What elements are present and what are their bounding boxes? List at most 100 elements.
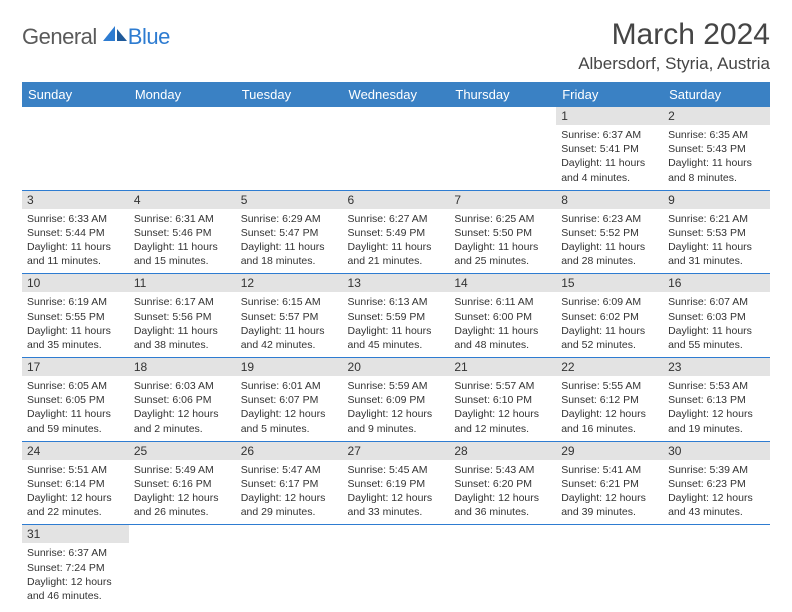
sunrise-text: Sunrise: 6:31 AM (134, 212, 231, 226)
daylight-text: Daylight: 12 hours and 33 minutes. (348, 491, 445, 519)
calendar-day-cell: 18Sunrise: 6:03 AMSunset: 6:06 PMDayligh… (129, 358, 236, 442)
daylight-text: Daylight: 11 hours and 59 minutes. (27, 407, 124, 435)
calendar-day-cell: 19Sunrise: 6:01 AMSunset: 6:07 PMDayligh… (236, 358, 343, 442)
calendar-day-cell: 30Sunrise: 5:39 AMSunset: 6:23 PMDayligh… (663, 441, 770, 525)
daylight-text: Daylight: 12 hours and 36 minutes. (454, 491, 551, 519)
calendar-day-cell (236, 107, 343, 190)
calendar-day-cell (129, 107, 236, 190)
sunrise-text: Sunrise: 6:17 AM (134, 295, 231, 309)
month-title: March 2024 (578, 18, 770, 52)
day-number: 16 (663, 274, 770, 292)
day-details: Sunrise: 5:49 AMSunset: 6:16 PMDaylight:… (129, 460, 236, 525)
sunset-text: Sunset: 6:14 PM (27, 477, 124, 491)
calendar-day-cell: 31Sunrise: 6:37 AMSunset: 7:24 PMDayligh… (22, 525, 129, 608)
daylight-text: Daylight: 11 hours and 28 minutes. (561, 240, 658, 268)
day-number: 18 (129, 358, 236, 376)
daylight-text: Daylight: 11 hours and 21 minutes. (348, 240, 445, 268)
weekday-header: Wednesday (343, 82, 450, 107)
calendar-week-row: 3Sunrise: 6:33 AMSunset: 5:44 PMDaylight… (22, 190, 770, 274)
sunset-text: Sunset: 7:24 PM (27, 561, 124, 575)
day-number: 10 (22, 274, 129, 292)
sunset-text: Sunset: 6:07 PM (241, 393, 338, 407)
day-details: Sunrise: 5:57 AMSunset: 6:10 PMDaylight:… (449, 376, 556, 441)
day-details: Sunrise: 6:03 AMSunset: 6:06 PMDaylight:… (129, 376, 236, 441)
calendar-day-cell: 4Sunrise: 6:31 AMSunset: 5:46 PMDaylight… (129, 190, 236, 274)
weekday-header: Sunday (22, 82, 129, 107)
sunrise-text: Sunrise: 6:03 AM (134, 379, 231, 393)
day-number: 3 (22, 191, 129, 209)
calendar-day-cell: 17Sunrise: 6:05 AMSunset: 6:05 PMDayligh… (22, 358, 129, 442)
sunset-text: Sunset: 6:10 PM (454, 393, 551, 407)
daylight-text: Daylight: 12 hours and 5 minutes. (241, 407, 338, 435)
day-details: Sunrise: 6:37 AMSunset: 7:24 PMDaylight:… (22, 543, 129, 608)
sunset-text: Sunset: 6:20 PM (454, 477, 551, 491)
daylight-text: Daylight: 12 hours and 2 minutes. (134, 407, 231, 435)
daylight-text: Daylight: 11 hours and 35 minutes. (27, 324, 124, 352)
day-details: Sunrise: 6:17 AMSunset: 5:56 PMDaylight:… (129, 292, 236, 357)
day-details: Sunrise: 5:51 AMSunset: 6:14 PMDaylight:… (22, 460, 129, 525)
daylight-text: Daylight: 11 hours and 45 minutes. (348, 324, 445, 352)
daylight-text: Daylight: 11 hours and 15 minutes. (134, 240, 231, 268)
calendar-day-cell: 6Sunrise: 6:27 AMSunset: 5:49 PMDaylight… (343, 190, 450, 274)
sunrise-text: Sunrise: 6:09 AM (561, 295, 658, 309)
day-details: Sunrise: 6:23 AMSunset: 5:52 PMDaylight:… (556, 209, 663, 274)
sunset-text: Sunset: 6:09 PM (348, 393, 445, 407)
calendar-week-row: 31Sunrise: 6:37 AMSunset: 7:24 PMDayligh… (22, 525, 770, 608)
sunrise-text: Sunrise: 6:15 AM (241, 295, 338, 309)
sunrise-text: Sunrise: 6:21 AM (668, 212, 765, 226)
calendar-day-cell: 5Sunrise: 6:29 AMSunset: 5:47 PMDaylight… (236, 190, 343, 274)
calendar-week-row: 1Sunrise: 6:37 AMSunset: 5:41 PMDaylight… (22, 107, 770, 190)
weekday-header: Monday (129, 82, 236, 107)
logo: General Blue (22, 24, 170, 50)
day-details: Sunrise: 5:59 AMSunset: 6:09 PMDaylight:… (343, 376, 450, 441)
day-details: Sunrise: 6:13 AMSunset: 5:59 PMDaylight:… (343, 292, 450, 357)
day-details: Sunrise: 5:39 AMSunset: 6:23 PMDaylight:… (663, 460, 770, 525)
daylight-text: Daylight: 11 hours and 11 minutes. (27, 240, 124, 268)
sunrise-text: Sunrise: 6:13 AM (348, 295, 445, 309)
daylight-text: Daylight: 12 hours and 26 minutes. (134, 491, 231, 519)
calendar-day-cell: 8Sunrise: 6:23 AMSunset: 5:52 PMDaylight… (556, 190, 663, 274)
sunrise-text: Sunrise: 5:53 AM (668, 379, 765, 393)
calendar-day-cell: 25Sunrise: 5:49 AMSunset: 6:16 PMDayligh… (129, 441, 236, 525)
sunset-text: Sunset: 5:49 PM (348, 226, 445, 240)
header: General Blue March 2024 Albersdorf, Styr… (22, 18, 770, 74)
calendar-day-cell: 13Sunrise: 6:13 AMSunset: 5:59 PMDayligh… (343, 274, 450, 358)
calendar-day-cell (449, 525, 556, 608)
day-number: 7 (449, 191, 556, 209)
day-number: 15 (556, 274, 663, 292)
day-details: Sunrise: 6:25 AMSunset: 5:50 PMDaylight:… (449, 209, 556, 274)
weekday-header: Thursday (449, 82, 556, 107)
logo-text-blue: Blue (128, 24, 170, 50)
day-number: 30 (663, 442, 770, 460)
calendar-day-cell (129, 525, 236, 608)
calendar-day-cell: 9Sunrise: 6:21 AMSunset: 5:53 PMDaylight… (663, 190, 770, 274)
calendar-day-cell: 14Sunrise: 6:11 AMSunset: 6:00 PMDayligh… (449, 274, 556, 358)
sunset-text: Sunset: 6:06 PM (134, 393, 231, 407)
sunrise-text: Sunrise: 6:29 AM (241, 212, 338, 226)
sunset-text: Sunset: 6:23 PM (668, 477, 765, 491)
daylight-text: Daylight: 12 hours and 16 minutes. (561, 407, 658, 435)
sunrise-text: Sunrise: 5:59 AM (348, 379, 445, 393)
calendar-day-cell: 21Sunrise: 5:57 AMSunset: 6:10 PMDayligh… (449, 358, 556, 442)
calendar-day-cell: 28Sunrise: 5:43 AMSunset: 6:20 PMDayligh… (449, 441, 556, 525)
calendar-day-cell (343, 107, 450, 190)
sunrise-text: Sunrise: 5:47 AM (241, 463, 338, 477)
day-number: 9 (663, 191, 770, 209)
day-details: Sunrise: 6:21 AMSunset: 5:53 PMDaylight:… (663, 209, 770, 274)
sunset-text: Sunset: 6:19 PM (348, 477, 445, 491)
sunrise-text: Sunrise: 5:41 AM (561, 463, 658, 477)
day-details: Sunrise: 6:37 AMSunset: 5:41 PMDaylight:… (556, 125, 663, 190)
day-details: Sunrise: 6:11 AMSunset: 6:00 PMDaylight:… (449, 292, 556, 357)
calendar-day-cell: 29Sunrise: 5:41 AMSunset: 6:21 PMDayligh… (556, 441, 663, 525)
day-number: 6 (343, 191, 450, 209)
sunset-text: Sunset: 6:05 PM (27, 393, 124, 407)
calendar-day-cell (556, 525, 663, 608)
day-number: 20 (343, 358, 450, 376)
day-number: 8 (556, 191, 663, 209)
day-details: Sunrise: 6:35 AMSunset: 5:43 PMDaylight:… (663, 125, 770, 190)
day-details: Sunrise: 6:31 AMSunset: 5:46 PMDaylight:… (129, 209, 236, 274)
daylight-text: Daylight: 12 hours and 43 minutes. (668, 491, 765, 519)
daylight-text: Daylight: 12 hours and 46 minutes. (27, 575, 124, 603)
sunrise-text: Sunrise: 6:25 AM (454, 212, 551, 226)
day-number: 19 (236, 358, 343, 376)
